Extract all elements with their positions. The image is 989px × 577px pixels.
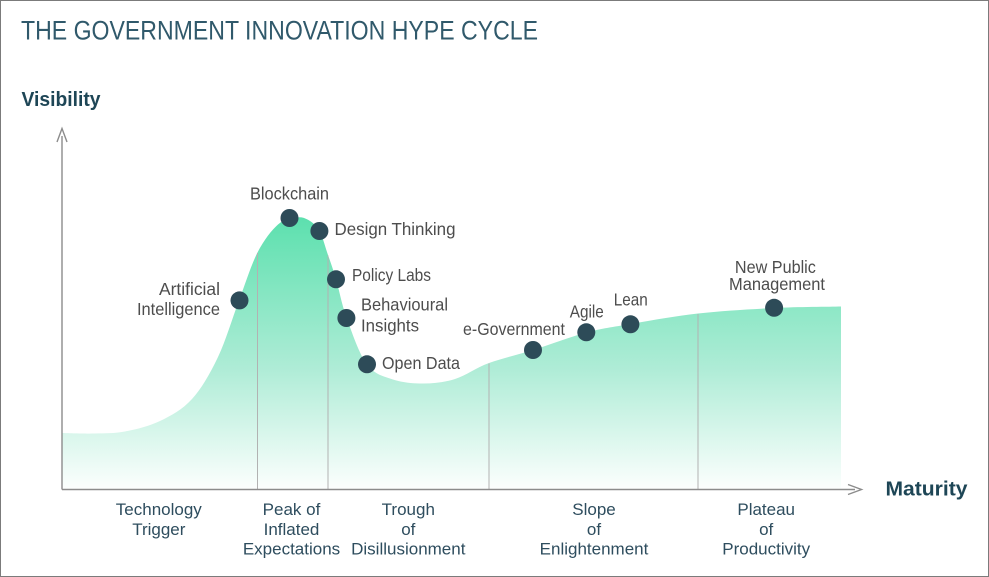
svg-text:Insights: Insights	[361, 315, 419, 335]
svg-text:Slope: Slope	[572, 500, 615, 519]
svg-text:of: of	[401, 520, 415, 539]
svg-text:Policy Labs: Policy Labs	[352, 265, 431, 285]
svg-text:Agile: Agile	[570, 301, 604, 321]
svg-text:Disillusionment: Disillusionment	[351, 539, 466, 558]
svg-text:Design Thinking: Design Thinking	[335, 219, 456, 239]
svg-text:Trough: Trough	[382, 500, 435, 519]
svg-text:Enlightenment: Enlightenment	[540, 539, 649, 558]
svg-text:Inflated: Inflated	[264, 520, 320, 539]
svg-text:Maturity: Maturity	[886, 479, 969, 501]
svg-text:Artificial: Artificial	[159, 279, 220, 299]
svg-text:of: of	[587, 520, 601, 539]
svg-text:Technology: Technology	[116, 500, 203, 519]
svg-text:Productivity: Productivity	[722, 539, 810, 558]
svg-text:Peak of: Peak of	[263, 500, 321, 519]
svg-text:Behavioural: Behavioural	[361, 295, 448, 315]
svg-text:Intelligence: Intelligence	[137, 299, 220, 319]
svg-text:Management: Management	[729, 274, 825, 294]
svg-text:New Public: New Public	[735, 257, 816, 277]
svg-text:Expectations: Expectations	[243, 539, 340, 558]
svg-text:Blockchain: Blockchain	[250, 184, 329, 204]
svg-text:Plateau: Plateau	[737, 500, 795, 519]
svg-text:Trigger: Trigger	[132, 520, 186, 539]
svg-text:Open Data: Open Data	[382, 353, 460, 373]
svg-text:THE GOVERNMENT INNOVATION HYPE: THE GOVERNMENT INNOVATION HYPE CYCLE	[21, 16, 538, 46]
svg-text:e-Government: e-Government	[463, 319, 565, 339]
svg-text:Visibility: Visibility	[22, 89, 102, 111]
svg-text:of: of	[759, 520, 773, 539]
svg-text:Lean: Lean	[614, 289, 648, 309]
